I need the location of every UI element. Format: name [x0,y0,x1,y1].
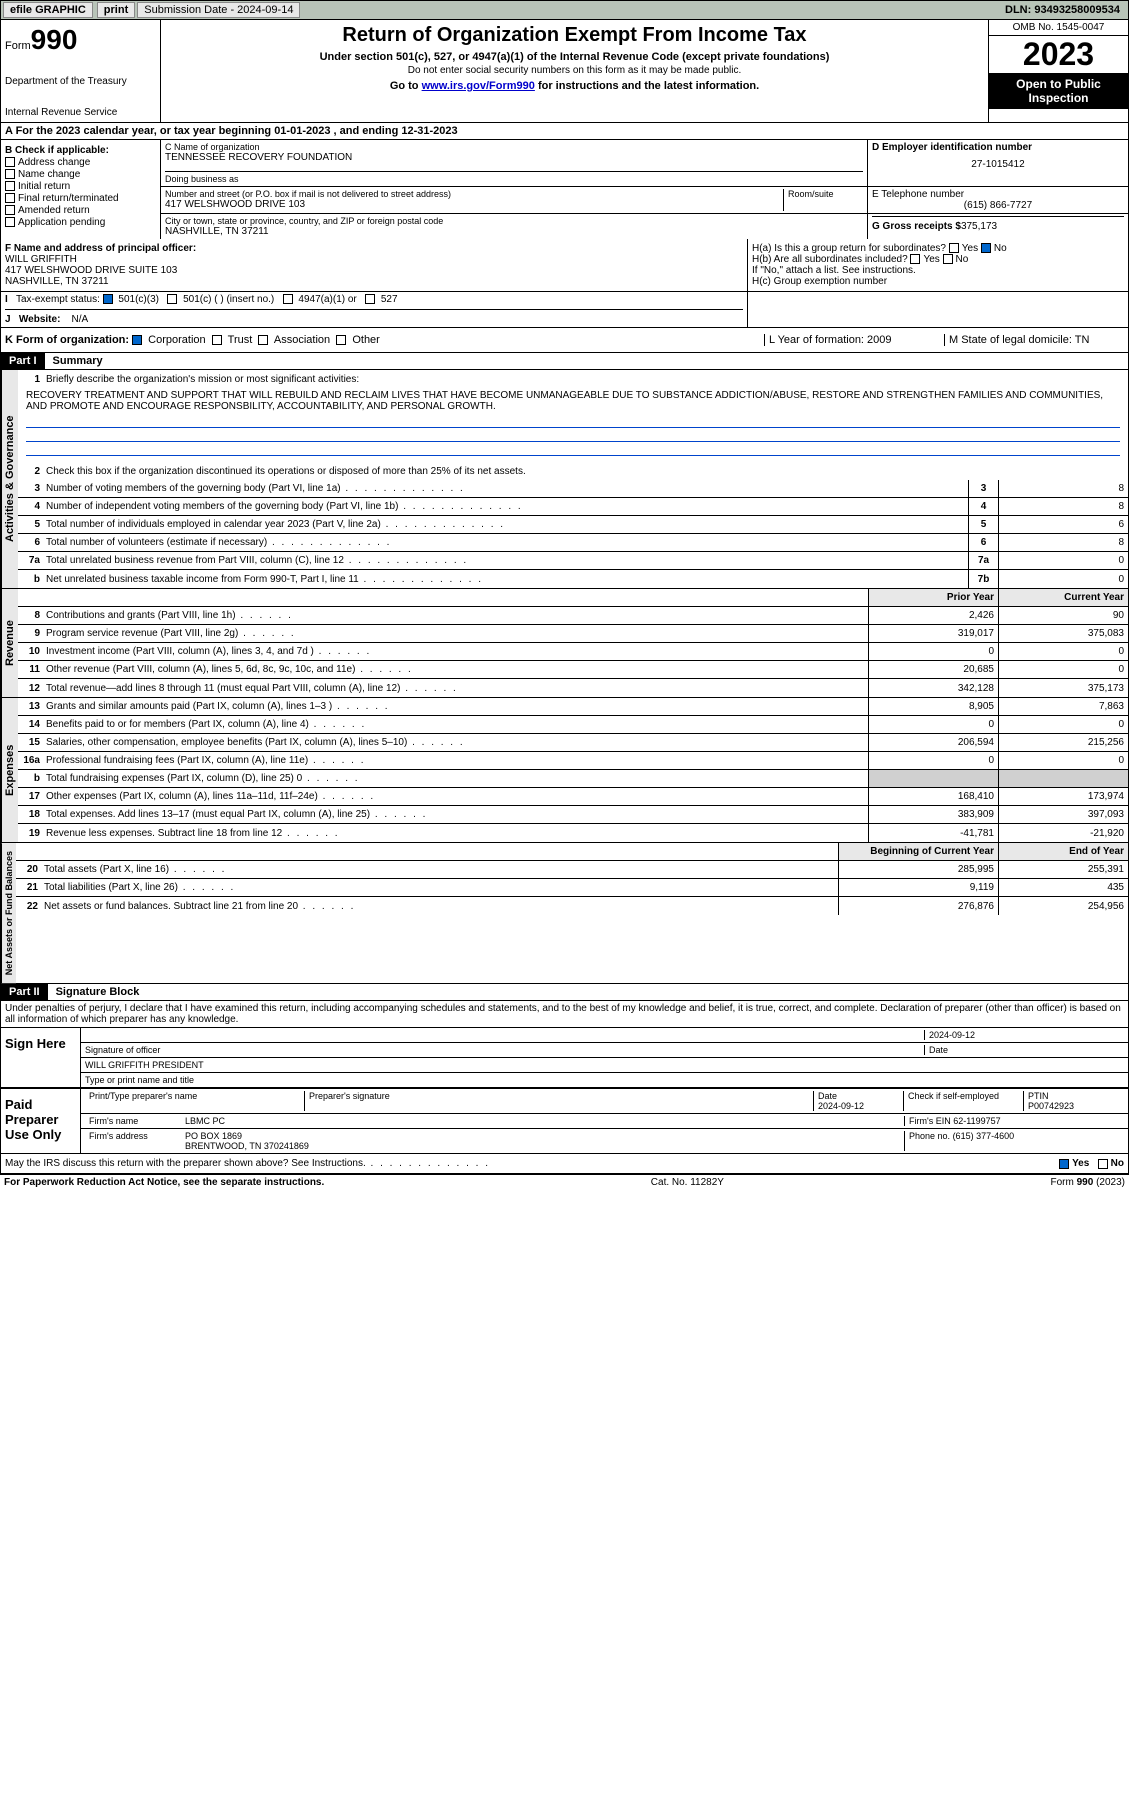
form-title: Return of Organization Exempt From Incom… [165,24,984,47]
sign-here-section: Sign Here 2024-09-12 Signature of office… [0,1028,1129,1089]
omb-number: OMB No. 1545-0047 [989,20,1128,36]
cat-number: Cat. No. 11282Y [651,1177,724,1188]
checkbox-discuss-yes[interactable] [1059,1159,1069,1169]
form990-link[interactable]: www.irs.gov/Form990 [422,80,535,92]
vtab-netassets: Net Assets or Fund Balances [1,843,16,983]
summary-netassets: Net Assets or Fund Balances Beginning of… [0,843,1129,984]
checkbox-initial[interactable] [5,181,15,191]
col-cde: C Name of organization TENNESSEE RECOVER… [161,140,1128,239]
vtab-revenue: Revenue [1,589,18,697]
public-inspection: Open to Public Inspection [989,73,1128,109]
irs-discuss-row: May the IRS discuss this return with the… [0,1154,1129,1174]
summary-revenue: Revenue Prior Year Current Year 8Contrib… [0,589,1129,698]
irs-label: Internal Revenue Service [5,107,156,118]
checkbox-final[interactable] [5,193,15,203]
form-ref: Form 990 (2023) [1051,1177,1125,1188]
checkbox-pending[interactable] [5,217,15,227]
checkbox-amended[interactable] [5,205,15,215]
paid-preparer-section: Paid Preparer Use Only Print/Type prepar… [0,1089,1129,1154]
topbar: efile GRAPHIC print Submission Date - 20… [0,0,1129,20]
subtitle-3: Go to www.irs.gov/Form990 for instructio… [165,80,984,92]
form-prefix: Form [5,40,31,52]
part2-header: Part II Signature Block [0,984,1129,1001]
dln: DLN: 93493258009534 [1005,4,1128,16]
principal-officer: F Name and address of principal officer:… [1,239,748,291]
section-bcd: B Check if applicable: Address change Na… [0,140,1129,239]
efile-button[interactable]: efile GRAPHIC [3,2,93,18]
form-number-box: Form990 Department of the Treasury Inter… [1,20,161,122]
footer: For Paperwork Reduction Act Notice, see … [0,1174,1129,1190]
checkbox-501c3[interactable] [103,294,113,304]
row-fgh: F Name and address of principal officer:… [0,239,1129,292]
vtab-governance: Activities & Governance [1,370,18,588]
subtitle-1: Under section 501(c), 527, or 4947(a)(1)… [165,51,984,63]
org-name-cell: C Name of organization TENNESSEE RECOVER… [161,140,868,186]
mission-text: RECOVERY TREATMENT AND SUPPORT THAT WILL… [18,388,1128,414]
submission-date: Submission Date - 2024-09-14 [137,2,300,18]
title-box: Return of Organization Exempt From Incom… [161,20,988,122]
summary-expenses: Expenses 13Grants and similar amounts pa… [0,698,1129,843]
year-box: OMB No. 1545-0047 2023 Open to Public In… [988,20,1128,122]
group-return: H(a) Is this a group return for subordin… [748,239,1128,291]
dept-treasury: Department of the Treasury [5,76,156,87]
row-ij: I Tax-exempt status: 501(c)(3) 501(c) ( … [0,292,1129,328]
summary-governance: Activities & Governance 1Briefly describ… [0,370,1129,589]
tax-year: 2023 [989,36,1128,73]
part1-header: Part I Summary [0,353,1129,370]
paperwork-notice: For Paperwork Reduction Act Notice, see … [4,1177,324,1188]
form-number: 990 [31,24,78,55]
row-a-tax-year: A For the 2023 calendar year, or tax yea… [0,123,1129,140]
col-b-checkboxes: B Check if applicable: Address change Na… [1,140,161,239]
subtitle-2: Do not enter social security numbers on … [165,65,984,76]
ein-cell: D Employer identification number 27-1015… [868,140,1128,186]
row-k: K Form of organization: Corporation Trus… [0,328,1129,353]
checkbox-address[interactable] [5,157,15,167]
checkbox-name[interactable] [5,169,15,179]
perjury-text: Under penalties of perjury, I declare th… [0,1001,1129,1028]
checkbox-discuss-no[interactable] [1098,1159,1108,1169]
print-button[interactable]: print [97,2,135,18]
vtab-expenses: Expenses [1,698,18,842]
form-header: Form990 Department of the Treasury Inter… [0,20,1129,123]
